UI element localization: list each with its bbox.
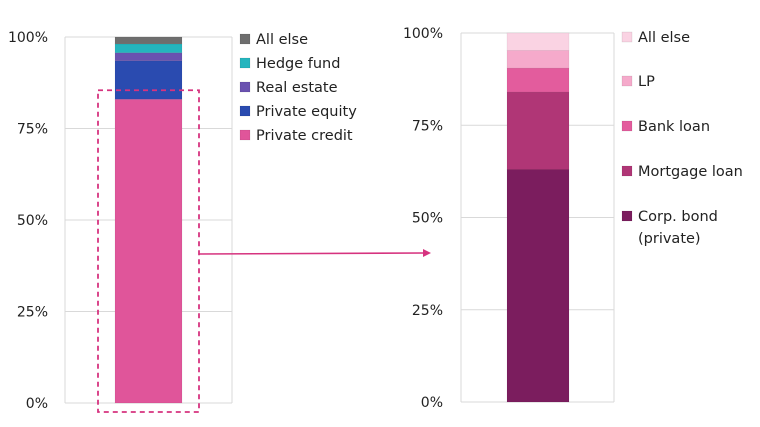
chart2-bar-segment-corp-bond-private — [506, 169, 570, 403]
chart2-ytick-label-0: 0% — [421, 395, 443, 411]
chart1-legend-label-private-credit: Private credit — [256, 128, 353, 144]
chart1-bar-segment-private-equity — [114, 60, 183, 100]
chart1-legend-label-real-estate: Real estate — [256, 80, 338, 96]
chart1-ytick-label-25: 25% — [17, 305, 48, 321]
chart2-bar-segment-mortgage-loan — [506, 91, 570, 170]
chart2-legend-label-corp-bond-private: Corp. bond (private) — [638, 209, 718, 247]
chart1-bar-segment-hedge-fund — [114, 43, 183, 54]
chart1-bar-segment-all-else — [114, 36, 183, 45]
chart2-ytick-label-100: 100% — [403, 26, 443, 42]
chart1-legend-label-private-equity: Private equity — [256, 104, 357, 120]
chart1-legend-swatch-real-estate — [239, 81, 251, 93]
chart2-bar-segment-all-else — [506, 32, 570, 51]
chart2-legend-swatch-corp-bond-private — [621, 210, 633, 222]
chart2-legend-swatch-bank-loan — [621, 120, 633, 132]
chart1-bar-segment-real-estate — [114, 52, 183, 62]
breakdown-arrow-line — [198, 252, 426, 255]
chart2-legend-swatch-lp — [621, 75, 633, 87]
breakdown-arrow-head-icon — [423, 249, 431, 257]
chart1-legend-swatch-all-else — [239, 33, 251, 45]
chart2-legend-swatch-all-else — [621, 31, 633, 43]
chart2-legend-label-bank-loan: Bank loan — [638, 119, 710, 135]
chart1-ytick-label-0: 0% — [26, 396, 48, 412]
chart2-legend-label-mortgage-loan: Mortgage loan — [638, 164, 743, 180]
chart2-legend-swatch-mortgage-loan — [621, 165, 633, 177]
highlight-box-private-credit — [97, 89, 200, 413]
chart1-legend-swatch-private-credit — [239, 129, 251, 141]
chart2-ytick-label-50: 50% — [412, 211, 443, 227]
chart1-legend-swatch-hedge-fund — [239, 57, 251, 69]
chart2-ytick-label-25: 25% — [412, 303, 443, 319]
chart1-legend-swatch-private-equity — [239, 105, 251, 117]
chart1-legend-label-hedge-fund: Hedge fund — [256, 56, 340, 72]
chart2-legend-label-lp: LP — [638, 74, 655, 90]
chart1-ytick-label-75: 75% — [17, 122, 48, 138]
chart2-bar-segment-lp — [506, 50, 570, 69]
chart2-legend-label-all-else: All else — [638, 30, 690, 46]
chart1-bar-segment-private-credit — [114, 98, 183, 404]
chart1-ytick-label-50: 50% — [17, 213, 48, 229]
chart1-ytick-label-100: 100% — [8, 30, 48, 46]
chart2-ytick-label-75: 75% — [412, 118, 443, 134]
chart2-bar-segment-bank-loan — [506, 67, 570, 93]
chart1-legend-label-all-else: All else — [256, 32, 308, 48]
